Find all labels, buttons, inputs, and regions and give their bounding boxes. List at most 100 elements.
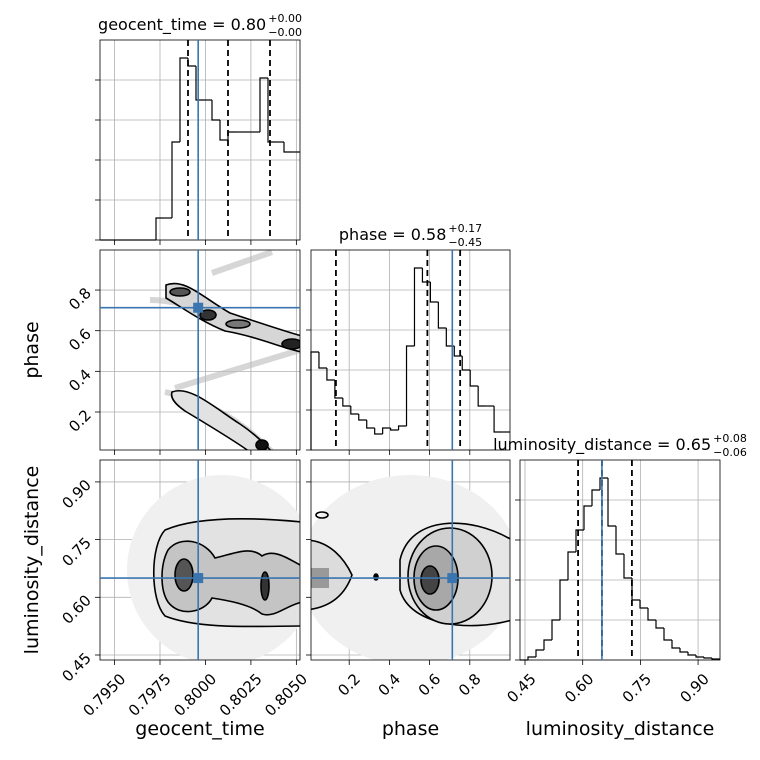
density-lum-geocent: [127, 475, 300, 660]
y-tick-label: 0.45: [58, 649, 94, 685]
histogram-step: [663, 628, 672, 641]
histogram-step: [711, 658, 720, 660]
histogram-step: [374, 428, 383, 435]
histogram-step: [390, 428, 399, 431]
axes-frame: [99, 39, 301, 241]
x-tick-label: 0.45: [503, 670, 539, 706]
title-lower: −0.45: [448, 236, 482, 249]
x-tick-label: 0.90: [676, 670, 712, 706]
histogram-step: [437, 302, 447, 329]
y-tick-label: 0.60: [58, 591, 94, 627]
histogram-step: [695, 655, 704, 658]
truth-marker: [193, 302, 204, 313]
x-tick-label: 0.75: [619, 670, 655, 706]
axes-frame: [99, 249, 301, 451]
x-tick-label: 0.60: [561, 670, 597, 706]
density-lum-phase: [311, 475, 510, 660]
y-tick-label: 0.75: [58, 534, 94, 570]
x-tick-label: 0.2: [334, 670, 364, 700]
title-lower: −0.00: [268, 26, 302, 39]
histogram-step: [461, 356, 471, 371]
truth-marker: [193, 573, 204, 584]
y-axis-label: luminosity_distance: [21, 466, 43, 655]
x-tick-label: 0.8: [455, 670, 485, 700]
panel-title: luminosity_distance = 0.65: [493, 435, 711, 455]
y-tick-label: 0.90: [58, 476, 94, 512]
histogram-step: [543, 639, 552, 650]
axes-frame: [310, 459, 511, 661]
histogram-step: [358, 414, 367, 421]
histogram-step: [179, 57, 188, 142]
axes-frame: [310, 249, 511, 451]
title-upper: +0.00: [268, 12, 302, 25]
histogram-step: [155, 217, 164, 240]
histogram-step: [469, 370, 479, 387]
histogram-step: [527, 656, 536, 660]
x-tick-label: 0.8025: [216, 670, 266, 720]
histogram-step: [535, 649, 544, 657]
x-tick-label: 0.8050: [261, 670, 311, 720]
histogram-step: [687, 652, 696, 656]
histogram-step: [429, 282, 439, 303]
histogram-step: [310, 351, 319, 450]
title-upper: +0.17: [448, 222, 482, 235]
title-upper: +0.08: [713, 432, 747, 445]
histogram-step: [397, 425, 407, 430]
histogram-step: [631, 578, 640, 601]
histogram-step: [591, 489, 600, 506]
density-phase-geocent: [149, 250, 300, 450]
histogram-step: [615, 526, 624, 555]
histogram-step: [171, 141, 180, 218]
histogram-step: [559, 579, 568, 620]
x-tick-label: 0.8000: [170, 670, 220, 720]
x-tick-label: 0.6: [415, 670, 445, 700]
y-tick-label: 0.8: [65, 284, 95, 314]
histogram-step: [607, 478, 616, 527]
histogram-step: [366, 420, 375, 429]
histogram-step: [405, 345, 415, 426]
histogram-step: [342, 398, 351, 407]
y-axis-label: phase: [21, 321, 43, 378]
histogram-step: [493, 406, 503, 433]
histogram-step: [382, 427, 391, 434]
histogram-step: [267, 78, 276, 143]
histogram-step: [413, 267, 423, 346]
x-tick-label: 0.7975: [125, 670, 175, 720]
histogram-step: [227, 131, 236, 140]
histogram-step: [219, 120, 228, 141]
x-axis-label: phase: [382, 718, 439, 740]
x-axis-label: geocent_time: [135, 718, 264, 740]
histogram-step: [318, 352, 327, 369]
histogram-step: [575, 529, 584, 552]
histogram-step: [639, 600, 648, 609]
axes-frame: [99, 459, 301, 661]
histogram-step: [187, 58, 196, 67]
histogram-step: [567, 551, 576, 580]
histogram-step: [623, 554, 632, 579]
histogram-step: [283, 142, 292, 153]
histogram-step: [211, 100, 220, 121]
histogram-step: [679, 648, 688, 653]
y-tick-label: 0.2: [65, 406, 95, 436]
y-tick-label: 0.4: [65, 365, 95, 395]
x-tick-label: 0.7950: [79, 670, 129, 720]
histogram-step: [350, 406, 359, 415]
axes-frame: [519, 459, 721, 661]
panel-title: phase = 0.58: [339, 225, 446, 244]
x-tick-label: 0.4: [375, 670, 405, 700]
histogram-step: [326, 368, 335, 381]
panel-title: geocent_time = 0.80: [98, 15, 266, 35]
histogram-step: [195, 66, 204, 101]
histogram-step: [551, 619, 560, 640]
y-tick-label: 0.6: [65, 325, 95, 355]
histogram-step: [599, 477, 608, 490]
x-axis-label: luminosity_distance: [526, 718, 715, 740]
histogram-step: [583, 505, 592, 530]
histogram-step: [655, 620, 664, 629]
histogram-step: [477, 386, 487, 407]
histogram-step: [703, 657, 712, 659]
histogram-step: [647, 608, 656, 621]
histogram-step: [334, 380, 343, 399]
title-lower: −0.06: [713, 446, 747, 459]
